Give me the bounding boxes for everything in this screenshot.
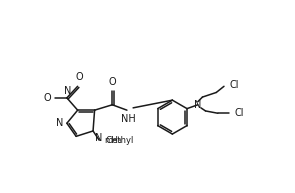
- Text: N: N: [64, 86, 71, 96]
- Text: Cl: Cl: [234, 108, 243, 118]
- Text: methyl: methyl: [105, 136, 134, 146]
- Text: O: O: [43, 93, 51, 103]
- Text: CH₃: CH₃: [105, 136, 122, 146]
- Text: N: N: [56, 118, 63, 128]
- Text: N: N: [194, 100, 201, 110]
- Text: O: O: [109, 77, 116, 87]
- Text: Cl: Cl: [230, 80, 239, 90]
- Text: O: O: [76, 72, 83, 82]
- Text: NH: NH: [121, 114, 136, 124]
- Text: N: N: [95, 133, 103, 143]
